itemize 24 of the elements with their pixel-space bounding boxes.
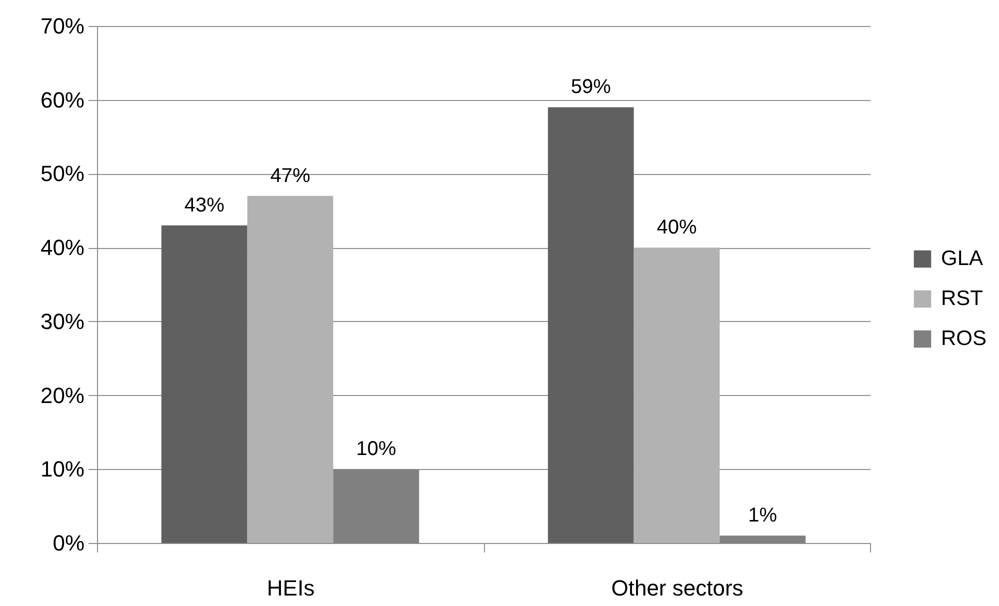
y-tick-label: 50% [40,161,84,186]
data-label: 59% [570,76,612,98]
bar [161,225,248,543]
y-tick-label: 60% [40,87,84,112]
legend-label: ROS [941,327,987,350]
data-label: 10% [356,438,396,460]
bar [247,196,334,543]
y-tick-label: 20% [40,382,84,408]
bar [548,107,634,543]
bar [634,248,720,543]
legend-label: RST [941,287,984,310]
data-label: 1% [748,504,778,527]
y-tick-label: 70% [40,14,84,38]
data-label: 47% [270,164,310,187]
legend-label: GLA [941,247,984,270]
y-tick-label: 0% [52,530,84,556]
y-tick-label: 10% [40,456,84,482]
data-label: 40% [656,216,697,239]
x-tick-label: Other sectors [611,576,744,600]
y-tick-label: 30% [40,308,84,334]
data-label: 43% [184,194,225,216]
y-tick-label: 40% [40,235,84,260]
bar [720,536,806,543]
x-tick-label: HEIs [266,576,315,600]
